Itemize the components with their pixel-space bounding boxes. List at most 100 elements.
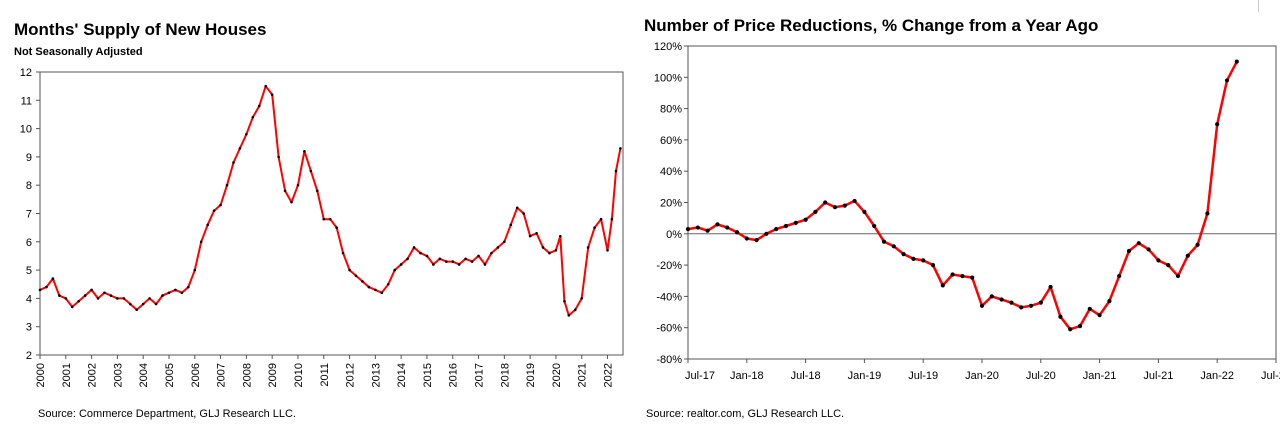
data-point [1087,306,1092,312]
data-point [212,209,216,212]
x-tick-label: 2020 [551,363,563,387]
data-point [496,246,500,249]
data-point [1117,273,1122,279]
data-point [614,169,618,173]
data-point [374,288,377,292]
x-tick-label: 2017 [474,363,486,387]
data-point [813,209,818,214]
data-point [1126,248,1132,254]
data-point [1224,78,1230,83]
data-point [509,223,513,227]
data-point [180,291,184,295]
y-tick-label: 80% [660,104,682,116]
data-point [122,297,126,300]
data-point [399,263,403,266]
data-point [1019,305,1024,310]
right-chart-plot: -80% -60% -40% -20% 0% 20% 40% 60% 80% 100% 120% Ju… [654,41,1280,382]
data-point [541,246,545,249]
data-point [1146,247,1151,252]
right-chart-panel: Number of Price Reductions, % Change fro… [640,0,1283,434]
data-point [744,236,749,241]
data-point [303,149,306,153]
data-point [580,297,584,300]
data-point [599,217,603,221]
y-tick-label: -60% [656,323,682,335]
data-point [58,294,61,297]
x-tick-label: 2005 [164,363,176,387]
data-point [335,226,338,229]
x-tick-label: 2004 [138,363,150,387]
data-point [444,260,448,263]
x-tick-label: 2016 [448,363,460,387]
data-point [695,225,700,230]
x-tick-label: 2008 [241,363,253,387]
data-point [901,252,906,257]
y-tick-label: 11 [21,95,32,107]
data-point [483,263,487,266]
data-point [490,251,493,255]
x-tick-label: Jul-20 [1026,370,1056,382]
x-tick-label: 2021 [577,363,589,387]
x-tick-label: 2010 [293,363,305,387]
y-tick-label: 3 [26,322,32,334]
data-point [881,239,887,244]
data-point [940,283,945,288]
data-point [610,217,614,221]
data-point [606,248,609,252]
data-point [979,303,985,308]
data-point [793,220,798,225]
data-point [1195,242,1200,247]
x-tick-label: 2015 [422,363,434,387]
x-tick-label: 2018 [499,363,511,387]
data-point [109,294,113,297]
data-point [563,299,566,303]
data-point [103,291,106,295]
data-point [83,294,87,297]
data-point [586,246,590,249]
y-tick-label: 10 [20,124,32,136]
y-tick-label: 7 [26,209,32,221]
data-point [232,161,235,164]
data-point [219,203,222,207]
data-point [573,308,577,312]
data-point [199,240,203,244]
data-point [842,203,847,208]
y-tick-label: 2 [26,350,32,362]
data-point [921,258,926,263]
data-point [548,251,551,255]
data-point [754,237,759,243]
y-tick-label: 120% [654,41,682,53]
data-point [457,263,461,266]
data-point [96,297,100,300]
x-tick-label: 2002 [87,363,99,387]
data-point [464,257,467,261]
divider [1258,0,1259,12]
y-tick-label: 8 [26,180,32,192]
data-point [535,232,538,235]
data-point [1215,122,1220,127]
x-tick-label: Jul-19 [908,370,938,382]
x-tick-label: 2000 [35,363,47,387]
data-point [852,198,857,204]
data-point [386,282,390,286]
data-point [1028,303,1034,308]
data-point [135,308,139,312]
y-tick-label: 100% [654,72,682,84]
data-point [715,222,720,227]
data-point [51,277,55,280]
data-point [1077,324,1083,329]
y-tick-label: 9 [26,152,32,164]
x-tick-label: Jul-22 [1261,370,1280,382]
data-point [245,132,248,136]
left-chart-title: Months' Supply of New Houses [14,20,267,39]
x-tick-label: Jan-21 [1083,370,1117,382]
left-chart-plot: 2 3 4 5 6 7 8 9 10 11 12 2000 2001 2002 2003 2004 2005 20… [20,67,624,387]
data-point [154,302,158,306]
data-point [354,274,358,278]
data-point [764,231,769,236]
data-point [1156,258,1161,263]
data-point [960,273,965,279]
x-tick-label: 2019 [525,363,537,387]
data-point [823,200,828,205]
data-point [322,217,326,221]
